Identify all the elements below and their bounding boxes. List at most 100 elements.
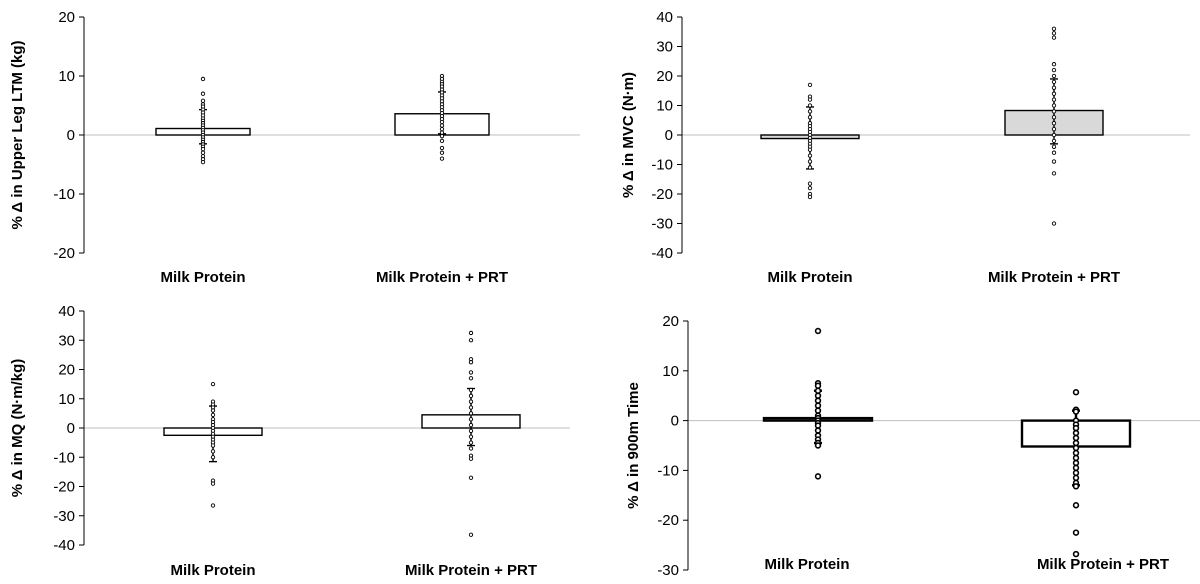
y-tick-label: -10 — [53, 449, 75, 466]
data-point — [807, 147, 813, 152]
data-point — [1051, 171, 1057, 176]
data-point — [1072, 550, 1080, 558]
data-point — [468, 405, 474, 410]
y-tick-label: -30 — [651, 216, 673, 233]
data-point — [468, 446, 474, 451]
data-point — [468, 434, 474, 439]
data-point — [200, 150, 206, 155]
data-point — [807, 109, 813, 114]
mvc-panel: -40 -30 -20 -10 0 10 20 30 40 % Δ in MVC (N·m) Mil… — [620, 9, 1190, 286]
data-point — [807, 115, 813, 120]
data-point — [814, 327, 822, 335]
data-point — [1051, 126, 1057, 132]
y-tick-label: -30 — [657, 562, 679, 579]
data-point — [807, 194, 813, 200]
data-point — [807, 185, 813, 191]
data-point — [807, 165, 813, 170]
data-point — [468, 440, 474, 445]
category-label: Milk Protein — [160, 269, 245, 286]
y-tick-label: -10 — [651, 157, 673, 174]
data-point — [468, 422, 474, 428]
data-point — [468, 376, 474, 381]
y-tick-label: 30 — [58, 332, 75, 349]
data-point — [807, 159, 813, 164]
data-point — [1051, 150, 1057, 155]
data-point — [1072, 454, 1080, 462]
data-point — [468, 360, 474, 365]
category-label: Milk Protein — [767, 269, 852, 286]
data-point — [210, 381, 216, 387]
data-point — [468, 393, 474, 398]
data-point — [468, 532, 474, 537]
y-tick-label: -10 — [53, 186, 75, 203]
data-point — [439, 119, 445, 125]
upper-leg-ltm-panel: -20 -10 0 10 20 % Δ in Upper Leg LTM (kg) Milk… — [9, 9, 580, 286]
data-point — [814, 402, 822, 409]
mq-panel: -40 -30 -20 -10 0 10 20 30 40 % Δ in MQ (N·m/kg) M… — [9, 303, 570, 579]
data-point — [1072, 469, 1080, 477]
data-point — [807, 153, 813, 158]
data-point — [200, 147, 206, 152]
category-label: Milk Protein + PRT — [376, 269, 508, 286]
y-tick-label: 10 — [662, 363, 679, 380]
data-point — [814, 397, 822, 404]
data-point — [210, 481, 216, 486]
data-point — [807, 181, 813, 186]
data-point — [1051, 103, 1057, 108]
data-point — [200, 159, 206, 165]
data-point — [1051, 144, 1057, 149]
data-point — [210, 412, 216, 417]
data-point — [200, 98, 206, 103]
time-900m-panel: -30 -20 -10 0 10 20 % Δ in 900m Time Milk Prote… — [625, 313, 1200, 579]
data-point — [468, 475, 474, 480]
data-point — [439, 156, 445, 161]
data-point — [807, 97, 813, 102]
data-point — [1051, 132, 1057, 138]
data-point — [1051, 67, 1057, 73]
category-label: Milk Protein + PRT — [405, 562, 537, 579]
y-axis-label: % Δ in MQ (N·m/kg) — [9, 359, 26, 498]
data-point — [1051, 79, 1057, 85]
data-point — [210, 503, 216, 508]
data-point — [1051, 35, 1057, 40]
data-point — [807, 82, 813, 88]
y-tick-label: 40 — [58, 303, 75, 320]
data-point — [468, 399, 474, 404]
data-point — [1051, 109, 1057, 114]
data-point — [1072, 502, 1080, 509]
data-point — [1072, 389, 1080, 396]
y-tick-label: -10 — [657, 462, 679, 479]
data-point — [1051, 31, 1057, 36]
data-point — [1051, 97, 1057, 102]
y-tick-label: 10 — [656, 98, 673, 115]
data-point — [200, 91, 206, 96]
data-point — [439, 130, 445, 135]
data-point — [439, 123, 445, 128]
data-point — [468, 338, 474, 343]
data-point — [814, 392, 822, 399]
data-point — [468, 411, 474, 416]
data-point — [1072, 483, 1080, 490]
data-point — [1072, 444, 1080, 452]
data-point — [1072, 439, 1080, 447]
y-tick-label: 20 — [662, 313, 679, 330]
y-tick-label: 10 — [58, 68, 75, 85]
data-point — [1051, 221, 1057, 226]
data-point — [1051, 91, 1057, 96]
data-point — [814, 407, 822, 414]
data-point — [200, 76, 206, 82]
data-point — [1051, 85, 1057, 90]
data-point — [439, 145, 445, 151]
y-tick-label: -20 — [657, 512, 679, 529]
data-point — [814, 387, 822, 394]
y-tick-label: 40 — [656, 9, 673, 26]
y-tick-label: 0 — [67, 420, 75, 437]
y-tick-label: 20 — [58, 362, 75, 379]
data-point — [1051, 115, 1057, 120]
category-label: Milk Protein — [170, 562, 255, 579]
data-point — [1051, 62, 1057, 67]
data-point — [1051, 73, 1057, 79]
data-point — [439, 126, 445, 132]
